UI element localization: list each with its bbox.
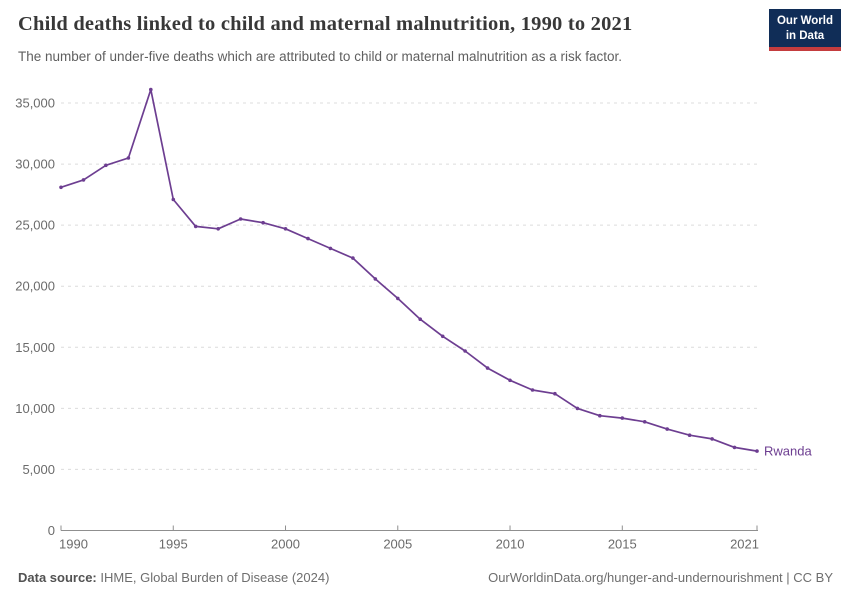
data-point-marker [418,317,423,322]
data-point-marker [732,445,737,450]
data-point-marker [710,437,714,441]
data-point-marker [508,378,512,383]
data-point-marker [283,227,288,231]
chart-subtitle: The number of under-five deaths which ar… [18,49,623,64]
chart-footer: Data source: IHME, Global Burden of Dise… [18,570,833,585]
data-point-marker [373,277,378,281]
y-axis-tick-label: 35,000 [15,96,55,111]
x-axis-tick-label: 1990 [59,537,88,552]
data-point-marker [126,156,131,160]
data-point-marker [193,224,198,229]
x-axis-tick-label: 2015 [608,537,637,552]
data-point-marker [328,246,333,251]
data-point-marker [485,366,490,370]
data-point-marker [665,427,669,431]
data-point-marker [440,334,445,339]
data-point-marker [598,413,602,418]
x-axis-tick-label: 1995 [159,537,188,552]
data-point-marker [530,388,535,392]
data-point-marker [104,163,108,168]
y-axis-tick-label: 0 [48,523,55,538]
data-point-marker [575,406,580,411]
data-source-note: Data source: IHME, Global Burden of Dise… [18,570,329,585]
y-axis-tick-label: 15,000 [15,340,55,355]
x-axis-tick-label: 2000 [271,537,300,552]
y-axis-tick-label: 5,000 [22,462,55,477]
y-axis-tick-label: 10,000 [15,401,55,416]
data-point-marker [463,349,467,353]
data-source-label: Data source: [18,570,97,585]
data-point-marker [261,220,265,225]
data-point-marker [81,178,86,182]
y-axis-tick-label: 25,000 [15,218,55,233]
data-point-marker [553,391,557,396]
x-axis-tick-label: 2005 [383,537,412,552]
data-point-marker [238,217,243,221]
data-point-marker [59,185,63,190]
logo-text-line2: in Data [785,29,825,42]
data-point-marker [351,256,355,260]
data-series-line [60,88,758,452]
series-end-label[interactable]: Rwanda [764,444,812,459]
data-point-marker [642,420,647,424]
x-axis-tick-label: 2021 [730,537,759,552]
y-axis-tick-label: 20,000 [15,279,55,294]
data-point-marker [306,236,310,241]
data-point-marker [755,449,759,453]
x-axis-tick-label: 2010 [496,537,525,552]
credit-link[interactable]: OurWorldinData.org/hunger-and-undernouri… [488,570,833,585]
chart-title: Child deaths linked to child and materna… [18,13,633,35]
logo-text-line1: Our World [776,15,833,27]
data-point-marker [149,87,153,92]
data-point-marker [171,197,176,202]
owid-logo[interactable]: Our World in Data [769,9,841,52]
data-point-marker [687,433,692,438]
data-point-marker [396,296,400,301]
data-source-text: IHME, Global Burden of Disease (2024) [96,570,330,585]
data-point-marker [216,227,220,231]
data-point-marker [620,416,625,420]
y-axis-tick-label: 30,000 [15,157,55,172]
